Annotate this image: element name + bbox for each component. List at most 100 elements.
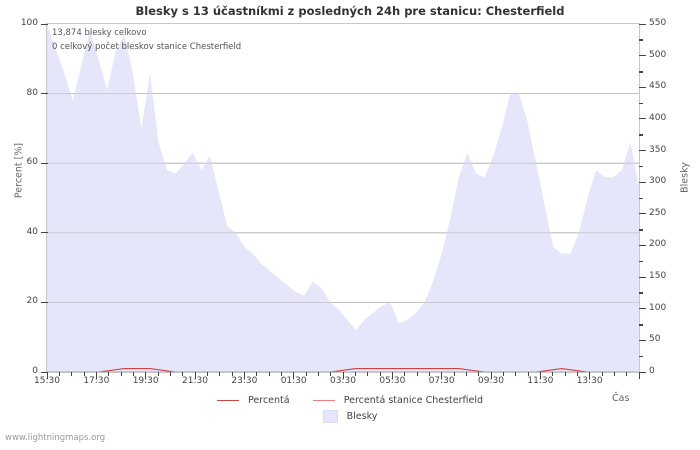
x-tick-mark	[83, 372, 85, 376]
x-tick-mark	[576, 372, 578, 376]
y-tick-label-right: 100	[649, 302, 667, 313]
y-tick-label-right: 250	[649, 207, 667, 218]
x-tick-mark	[132, 372, 134, 376]
y-tick-mark-right	[639, 181, 646, 183]
x-tick-mark	[317, 372, 319, 376]
x-tick-label: 19:30	[132, 376, 159, 386]
plot-svg	[47, 24, 639, 372]
y-tick-label-left: 100	[20, 18, 38, 28]
x-tick-label: 13:30	[576, 376, 603, 386]
x-tick-mark	[601, 372, 603, 376]
x-tick-mark	[527, 372, 529, 376]
y-tick-mark-right	[639, 229, 643, 231]
x-tick-mark	[305, 372, 307, 376]
y-tick-label-right: 200	[649, 239, 667, 250]
x-tick-mark	[515, 372, 517, 376]
x-tick-mark	[441, 372, 443, 379]
legend-row-area: Blesky	[0, 408, 700, 424]
x-tick-mark	[404, 372, 406, 376]
x-tick-mark	[564, 372, 566, 376]
x-tick-label: 09:30	[478, 376, 504, 386]
y-tick-label-right: 550	[649, 18, 667, 28]
legend-item-blesky[interactable]: Blesky	[322, 409, 377, 424]
y-tick-label-right: 400	[649, 112, 667, 123]
x-tick-mark	[231, 372, 233, 376]
y-tick-mark-right	[639, 260, 643, 263]
legend-area-swatch-icon	[322, 410, 338, 423]
footer-watermark: www.lightningmaps.org	[5, 433, 106, 443]
y-tick-mark-left	[41, 23, 48, 25]
x-tick-mark	[293, 372, 295, 379]
y-tick-label-right: 450	[649, 81, 667, 92]
legend-item-percenta-stanice[interactable]: Percentá stanice Chesterfield	[312, 393, 483, 408]
x-tick-mark	[342, 372, 344, 379]
y-tick-label-right: 300	[649, 176, 667, 187]
x-tick-mark	[256, 372, 258, 376]
x-tick-label: 23:30	[231, 376, 258, 386]
chart-legend: Percentá Percentá stanice Chesterfield B…	[0, 392, 700, 424]
x-tick-mark	[280, 372, 282, 376]
plot-area	[46, 23, 640, 373]
y-tick-mark-right	[639, 292, 643, 294]
y-tick-label-left: 60	[26, 157, 38, 168]
x-tick-label: 11:30	[527, 376, 554, 386]
y-axis-left-label: Percent [%]	[13, 142, 25, 199]
y-tick-mark-right	[639, 308, 646, 310]
x-tick-mark	[490, 372, 492, 379]
annotation-station-strokes: 0 celkový počet bleskov stanice Chesterf…	[52, 42, 242, 52]
y-tick-label-right: 50	[649, 334, 661, 345]
y-tick-mark-left	[41, 301, 48, 303]
x-tick-mark	[169, 372, 171, 376]
x-tick-mark	[108, 372, 110, 376]
x-tick-label: 17:30	[83, 376, 110, 386]
x-axis-label: Čas	[612, 393, 630, 404]
y-tick-mark-right	[639, 339, 646, 341]
x-tick-mark	[46, 372, 48, 379]
y-tick-label-right: 350	[649, 144, 667, 155]
x-tick-label: 21:30	[182, 376, 208, 386]
y-tick-label-left: 80	[26, 87, 38, 98]
y-tick-mark-right	[639, 55, 646, 57]
x-tick-label: 07:30	[428, 376, 455, 386]
y-tick-label-right: 150	[649, 271, 667, 282]
y-tick-mark-right	[639, 244, 646, 246]
x-tick-mark	[465, 372, 467, 376]
x-tick-mark	[268, 372, 270, 376]
y-tick-label-right: 500	[649, 49, 667, 60]
x-tick-mark	[613, 372, 615, 376]
y-tick-label-left: 0	[32, 366, 38, 376]
y-tick-mark-right	[639, 276, 646, 278]
x-tick-mark	[552, 372, 554, 376]
x-tick-mark	[379, 372, 381, 376]
x-tick-mark	[478, 372, 480, 376]
legend-item-percenta[interactable]: Percentá	[217, 393, 290, 408]
x-tick-mark	[453, 372, 455, 376]
y-tick-label-left: 40	[26, 226, 38, 237]
x-tick-mark	[58, 372, 60, 376]
legend-label: Percentá	[248, 395, 290, 406]
x-tick-mark	[157, 372, 159, 376]
y-tick-mark-right	[639, 371, 646, 373]
legend-line-icon	[217, 400, 239, 401]
x-tick-mark	[145, 372, 147, 379]
x-tick-mark	[182, 372, 184, 376]
x-tick-mark	[330, 372, 332, 376]
x-tick-mark	[589, 372, 591, 379]
y-tick-mark-right	[639, 213, 646, 215]
x-tick-mark	[194, 372, 196, 379]
x-tick-mark	[367, 372, 369, 376]
x-tick-mark	[391, 372, 393, 379]
chart-title: Blesky s 13 účastníkmi z posledných 24h …	[135, 4, 565, 18]
x-tick-label: 15:30	[34, 376, 60, 386]
y-tick-mark-right	[639, 39, 643, 41]
y-tick-mark-right	[639, 324, 643, 326]
y-tick-mark-left	[41, 162, 48, 164]
legend-line-icon	[312, 400, 335, 401]
x-tick-mark	[120, 372, 122, 376]
y-tick-mark-right	[639, 23, 646, 25]
x-tick-label: 03:30	[330, 376, 356, 386]
x-tick-mark	[638, 372, 640, 379]
legend-row-lines: Percentá Percentá stanice Chesterfield	[0, 392, 700, 408]
x-tick-mark	[71, 372, 73, 376]
x-tick-mark	[219, 372, 221, 376]
